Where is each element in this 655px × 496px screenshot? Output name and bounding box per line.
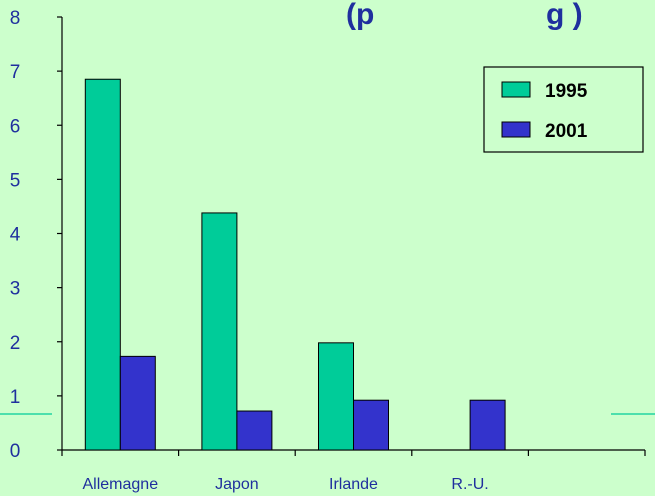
legend-label-1995: 1995 (545, 81, 588, 102)
bar-2001-r-u- (469, 399, 506, 451)
chart-title: (p (346, 0, 374, 31)
legend-box (483, 66, 644, 153)
x-category-label: Japon (215, 476, 259, 493)
bar-1995-irlande (318, 342, 354, 451)
y-tick-label: 4 (10, 225, 21, 246)
x-category-label: Irlande (329, 476, 378, 493)
legend-swatch-2001 (501, 121, 531, 138)
y-tick-label: 8 (10, 8, 21, 29)
bar-2001-japon (236, 410, 273, 451)
legend-label-2001: 2001 (545, 121, 588, 142)
y-tick-label: 0 (10, 441, 21, 462)
bar-2001-irlande (353, 399, 389, 451)
y-tick-label: 7 (10, 62, 21, 83)
y-tick-label: 6 (10, 116, 21, 137)
bar-2001-allemagne (119, 355, 156, 451)
legend: 1995 2001 (483, 66, 644, 153)
x-category-label: Allemagne (82, 476, 158, 493)
y-tick-label: 1 (10, 387, 21, 408)
y-tick-label: 5 (10, 170, 21, 191)
chart-title-right: g ) (546, 0, 583, 31)
y-tick-label: 3 (10, 279, 21, 300)
legend-swatch-1995 (501, 81, 531, 98)
x-category-label: R.-U. (451, 476, 488, 493)
bar-1995-japon (201, 212, 238, 451)
bar-1995-allemagne (84, 78, 121, 451)
y-tick-label: 2 (10, 333, 21, 354)
